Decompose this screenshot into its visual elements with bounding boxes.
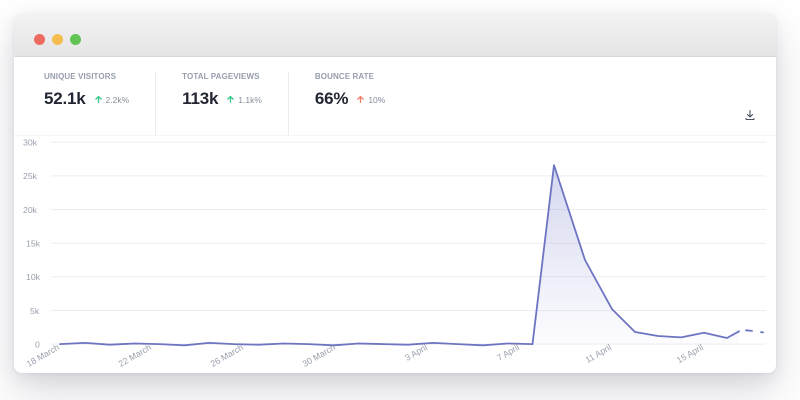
svg-text:26 March: 26 March — [209, 342, 246, 369]
svg-text:10k: 10k — [26, 272, 41, 282]
svg-text:15k: 15k — [26, 239, 41, 249]
svg-text:20k: 20k — [23, 205, 38, 215]
svg-text:25k: 25k — [23, 171, 38, 181]
svg-text:15 April: 15 April — [675, 342, 705, 365]
svg-text:30 March: 30 March — [301, 342, 338, 369]
svg-text:7 April: 7 April — [495, 342, 521, 363]
svg-text:0: 0 — [35, 339, 40, 349]
svg-text:5k: 5k — [30, 306, 40, 316]
svg-text:18 March: 18 March — [25, 342, 62, 369]
svg-text:30k: 30k — [23, 138, 38, 148]
svg-text:11 April: 11 April — [583, 342, 613, 365]
svg-text:22 March: 22 March — [117, 342, 154, 369]
